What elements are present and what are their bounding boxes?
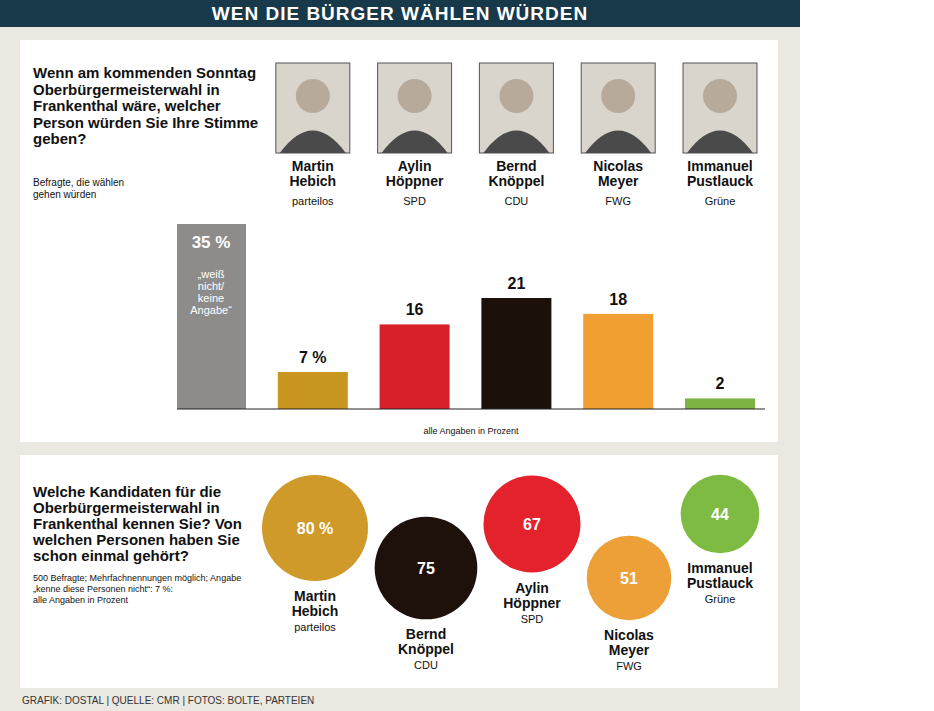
- category-label: ImmanuelPustlauck: [687, 560, 753, 591]
- bubble: [681, 475, 760, 554]
- data-label: 2: [716, 375, 725, 392]
- category-label: BerndKnöppel: [398, 626, 454, 657]
- data-label: 21: [508, 275, 526, 292]
- party-label: FWG: [605, 195, 631, 207]
- panel: [20, 455, 778, 688]
- bar: [583, 314, 653, 409]
- photo: [479, 63, 553, 153]
- category-label: „weißnicht/keineAngabe“: [190, 268, 232, 316]
- category-label: ImmanuelPustlauck: [687, 158, 753, 189]
- data-label: 16: [406, 301, 424, 318]
- data-label: 75: [417, 560, 435, 577]
- photo: [581, 63, 655, 153]
- party-label: CDU: [414, 659, 438, 671]
- bubble: [587, 536, 672, 621]
- category-label: NicolasMeyer: [593, 158, 643, 189]
- graphic: WEN DIE BÜRGER WÄHLEN WÜRDEN GRAFIK: DOST…: [0, 0, 934, 711]
- party-label: Grüne: [705, 593, 736, 605]
- header-band: [0, 0, 800, 27]
- photo: [378, 63, 452, 153]
- bubble: [262, 475, 368, 581]
- data-label: 44: [711, 506, 729, 523]
- bar: [278, 372, 348, 409]
- party-label: CDU: [504, 195, 528, 207]
- category-label: MartinHebich: [289, 158, 336, 189]
- bars: [177, 224, 755, 409]
- panel: [20, 40, 778, 442]
- party-label: SPD: [403, 195, 426, 207]
- party-label: parteilos: [294, 621, 336, 633]
- data-label: 80 %: [297, 520, 333, 537]
- axis-note: alle Angaben in Prozent: [423, 426, 519, 436]
- data-label: 51: [620, 570, 638, 587]
- party-label: Grüne: [705, 195, 736, 207]
- data-label: 7 %: [299, 349, 327, 366]
- chart-title: Wenn am kommenden SonntagOberbürgermeist…: [33, 64, 258, 147]
- party-label: SPD: [521, 613, 544, 625]
- bubble: [483, 475, 580, 572]
- header-title: WEN DIE BÜRGER WÄHLEN WÜRDEN: [212, 3, 588, 24]
- bubble: [375, 517, 478, 620]
- chart-title: Welche Kandidaten für dieOberbürgermeist…: [32, 483, 242, 564]
- bar: [481, 298, 551, 409]
- data-label: 35 %: [192, 233, 231, 252]
- category-label: BerndKnöppel: [488, 158, 544, 189]
- data-label: 67: [523, 516, 541, 533]
- chart-note: alle Angaben in Prozent: [33, 595, 129, 605]
- bar: [685, 398, 755, 409]
- background: [0, 0, 800, 711]
- chart-subtitle: 500 Befragte; Mehrfachnennungen möglich;…: [33, 573, 241, 594]
- category-label: NicolasMeyer: [604, 627, 654, 658]
- photo: [276, 63, 350, 153]
- party-label: FWG: [616, 660, 642, 672]
- category-label: AylinHöppner: [503, 580, 561, 611]
- category-label: AylinHöppner: [386, 158, 444, 189]
- bar: [177, 224, 246, 409]
- bar: [380, 324, 450, 409]
- party-label: parteilos: [292, 195, 334, 207]
- category-label: MartinHebich: [292, 588, 339, 619]
- data-label: 18: [609, 291, 627, 308]
- source: GRAFIK: DOSTAL | QUELLE: CMR | FOTOS: BO…: [22, 695, 314, 706]
- axis-line: [177, 408, 765, 409]
- photo: [683, 63, 757, 153]
- chart-subtitle: Befragte, die wählengehen würden: [33, 177, 124, 200]
